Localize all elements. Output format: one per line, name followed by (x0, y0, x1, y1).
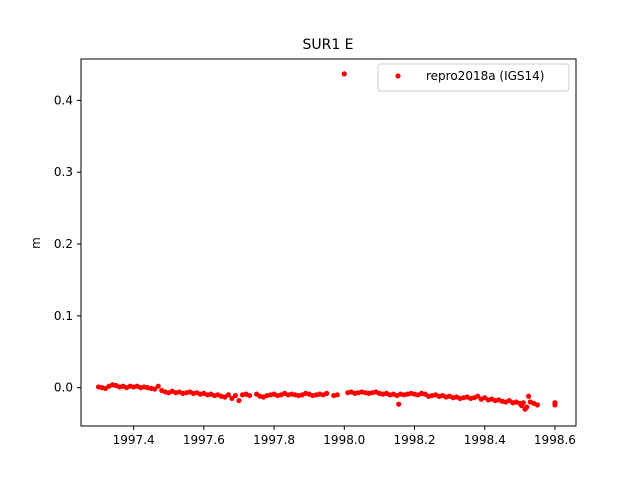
x-tick-label: 1997.8 (253, 433, 295, 447)
x-tick-label: 1998.0 (323, 433, 365, 447)
x-tick-label: 1997.6 (183, 433, 225, 447)
x-tick-label: 1998.4 (464, 433, 506, 447)
data-point (552, 402, 558, 408)
data-point (526, 393, 532, 399)
data-point (232, 392, 239, 399)
data-point (520, 400, 526, 406)
data-point (341, 71, 347, 77)
plot-frame (80, 58, 577, 427)
x-tick-label: 1997.4 (113, 433, 155, 447)
y-axis-label: m (29, 237, 43, 249)
legend-marker (395, 73, 401, 79)
y-axis: 0.0 0.1 0.2 0.3 0.4 (54, 93, 81, 395)
x-tick-label: 1998.2 (394, 433, 436, 447)
data-point (246, 392, 253, 399)
data-point (396, 401, 402, 407)
chart-title: SUR1 E (302, 37, 353, 53)
data-points (95, 71, 558, 412)
data-point (155, 383, 161, 389)
y-tick-label: 0.3 (54, 165, 73, 179)
data-point (324, 390, 330, 397)
x-tick-label: 1998.6 (534, 433, 576, 447)
y-tick-label: 0.0 (54, 381, 73, 395)
plot-background (81, 59, 576, 426)
data-point (334, 392, 340, 398)
legend-label: repro2018a (IGS14) (426, 69, 544, 83)
y-tick-label: 0.2 (54, 237, 73, 251)
legend-box (377, 63, 570, 92)
plot-area (80, 58, 577, 427)
data-point (475, 393, 481, 399)
x-axis: 1997.4 1997.6 1997.8 1998.0 1998.2 1998.4 1998… (113, 426, 576, 447)
y-tick-label: 0.4 (54, 93, 73, 107)
data-point (534, 402, 540, 408)
data-point (225, 392, 232, 398)
data-point (236, 397, 242, 404)
data-point (229, 395, 235, 402)
y-tick-label: 0.1 (54, 309, 73, 323)
data-point (152, 386, 158, 392)
data-point (524, 404, 530, 410)
legend: repro2018a (IGS14) (377, 63, 570, 92)
